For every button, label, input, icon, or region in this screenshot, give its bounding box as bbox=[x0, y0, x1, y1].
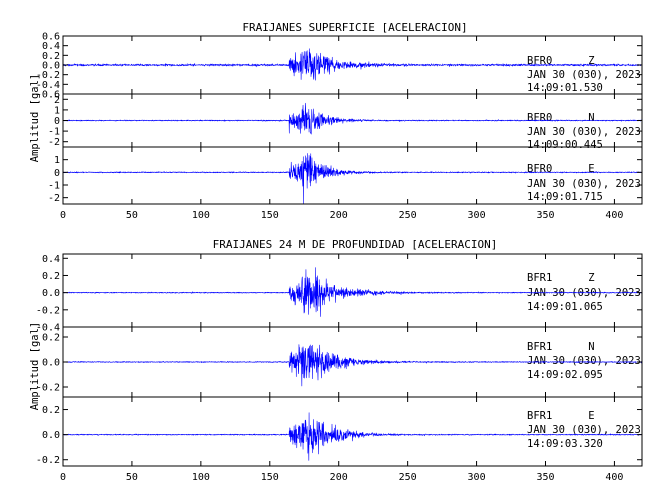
date-label: JAN 30 (030), 2023 bbox=[527, 355, 641, 367]
x-tick-label: 400 bbox=[605, 472, 623, 483]
y-tick-label: 0.2 bbox=[42, 51, 60, 62]
trace-bfr1-n: 0.2 0.0 -0.2 bbox=[36, 326, 643, 398]
waveform-line bbox=[63, 153, 642, 204]
y-tick-label: 0 bbox=[54, 116, 60, 127]
date-label: JAN 30 (030), 2023 bbox=[527, 178, 641, 190]
station-label: BFR1 N bbox=[527, 341, 595, 353]
panel-2-axes: 0.40.20.0-0.2-0.40.20.0-0.20.20.0-0.20 50… bbox=[36, 253, 643, 483]
y-tick-label: -0.2 bbox=[36, 455, 60, 466]
x-tick-label: 0 bbox=[60, 472, 66, 483]
y-tick-label: 0.0 bbox=[42, 358, 60, 369]
y-tick-label: -2 bbox=[48, 193, 60, 204]
date-label: JAN 30 (030), 2023 bbox=[527, 126, 641, 138]
y-tick-label: -0.4 bbox=[36, 323, 60, 334]
time-label: 14:09:01.715 bbox=[527, 191, 603, 203]
x-tick-label: 100 bbox=[192, 472, 210, 483]
y-tick-label: -0.2 bbox=[36, 70, 60, 81]
y-tick-label: 0.4 bbox=[42, 254, 60, 265]
time-label: 14:09:00.445 bbox=[527, 139, 603, 151]
y-tick-label: 0.0 bbox=[42, 288, 60, 299]
x-tick-label: 100 bbox=[192, 210, 210, 221]
panel-surface-ylabel: Amplitud [gal] bbox=[29, 74, 41, 163]
y-tick-label: 0.0 bbox=[42, 430, 60, 441]
y-tick-label: -0.2 bbox=[36, 383, 60, 394]
x-tick-label: 250 bbox=[399, 210, 417, 221]
time-label: 14:09:02.095 bbox=[527, 369, 603, 381]
station-label: BFR0 Z bbox=[527, 55, 595, 67]
x-tick-label: 350 bbox=[536, 210, 554, 221]
y-tick-label: -0.6 bbox=[36, 90, 60, 101]
y-tick-label: 0.4 bbox=[42, 41, 60, 52]
waveform-line bbox=[63, 344, 642, 387]
y-tick-label: 1 bbox=[54, 105, 60, 116]
x-tick-label: 150 bbox=[261, 472, 279, 483]
subplot-bfr1-e: BFR1 E JAN 30 (030), 2023 14:09:03.320 bbox=[527, 410, 641, 450]
y-tick-label: 0.2 bbox=[42, 405, 60, 416]
panel-surface-title: FRAIJANES SUPERFICIE [ACELERACION] bbox=[242, 21, 467, 34]
trace-bfr0-e: 1 0 -1-2 bbox=[48, 146, 643, 205]
x-tick-label: 150 bbox=[261, 210, 279, 221]
subplot-frame bbox=[62, 396, 643, 467]
x-tick-label: 200 bbox=[330, 210, 348, 221]
waveform-line bbox=[63, 267, 642, 317]
y-tick-label: 2 bbox=[54, 95, 60, 106]
date-label: JAN 30 (030), 2023 bbox=[527, 287, 641, 299]
time-label: 14:09:01.065 bbox=[527, 301, 603, 313]
y-tick-label: -1 bbox=[48, 127, 60, 138]
time-label: 14:09:01.530 bbox=[527, 82, 603, 94]
waveform-line bbox=[63, 102, 642, 135]
waveform-line bbox=[63, 412, 642, 461]
y-tick-label: -0.2 bbox=[36, 305, 60, 316]
panel-depth-title: FRAIJANES 24 M DE PROFUNDIDAD [ACELERACI… bbox=[213, 238, 498, 251]
x-tick-label: 400 bbox=[605, 210, 623, 221]
time-label: 14:09:03.320 bbox=[527, 438, 603, 450]
y-tick-label: 0.2 bbox=[42, 333, 60, 344]
y-tick-label: -0.4 bbox=[36, 80, 60, 91]
x-tick-label: 50 bbox=[126, 210, 138, 221]
panel-depth-ylabel: Amplitud [gal] bbox=[29, 322, 41, 411]
station-label: BFR1 E bbox=[527, 410, 595, 422]
x-tick-label: 300 bbox=[468, 472, 486, 483]
station-label: BFR1 Z bbox=[527, 272, 595, 284]
y-tick-label: -2 bbox=[48, 137, 60, 148]
subplot-bfr1-n: BFR1 N JAN 30 (030), 2023 14:09:02.095 bbox=[527, 341, 641, 381]
y-tick-label: -1 bbox=[48, 181, 60, 192]
y-tick-label: 0 bbox=[54, 168, 60, 179]
x-tick-label: 350 bbox=[536, 472, 554, 483]
date-label: JAN 30 (030), 2023 bbox=[527, 424, 641, 436]
x-tick-label: 0 bbox=[60, 210, 66, 221]
waveform-line bbox=[63, 48, 642, 81]
y-tick-label: 0.6 bbox=[42, 32, 60, 43]
subplot-frame bbox=[62, 146, 643, 205]
x-tick-label: 200 bbox=[330, 472, 348, 483]
panel-depth: FRAIJANES 24 M DE PROFUNDIDAD [ACELERACI… bbox=[29, 238, 641, 450]
y-tick-label: 0.2 bbox=[42, 271, 60, 282]
y-tick-label: 1 bbox=[54, 155, 60, 166]
x-tick-label: 50 bbox=[126, 472, 138, 483]
trace-bfr1-e: 0.2 0.0 -0.2 bbox=[36, 396, 643, 467]
y-tick-label: 0.0 bbox=[42, 61, 60, 72]
date-label: JAN 30 (030), 2023 bbox=[527, 69, 641, 81]
x-tick-label: 300 bbox=[468, 210, 486, 221]
x-tick-label: 250 bbox=[399, 472, 417, 483]
subplot-bfr1-z: BFR1 Z JAN 30 (030), 2023 14:09:01.065 bbox=[527, 272, 641, 313]
